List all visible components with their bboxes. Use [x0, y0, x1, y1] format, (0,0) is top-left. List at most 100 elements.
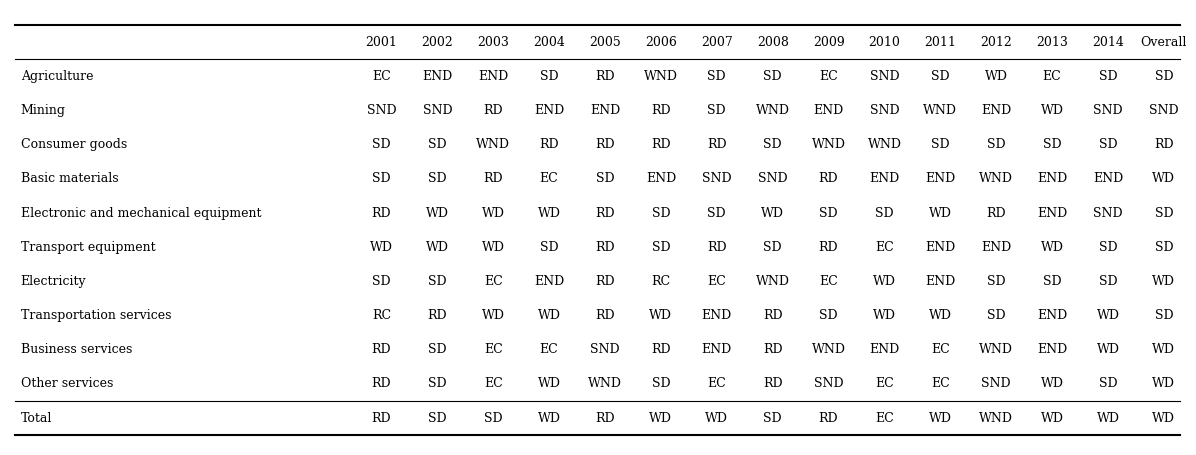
Text: WD: WD — [1041, 104, 1063, 117]
Text: SD: SD — [1099, 377, 1117, 390]
Text: Business services: Business services — [20, 343, 132, 356]
Text: END: END — [813, 104, 843, 117]
Text: RD: RD — [987, 207, 1006, 220]
Text: WND: WND — [923, 104, 957, 117]
Text: WD: WD — [1097, 309, 1119, 322]
Text: WD: WD — [1097, 412, 1119, 425]
Text: SND: SND — [758, 172, 787, 186]
Text: WND: WND — [756, 104, 789, 117]
Text: RD: RD — [763, 343, 782, 356]
Text: SD: SD — [484, 412, 502, 425]
Text: Agriculture: Agriculture — [20, 70, 93, 83]
Text: SND: SND — [869, 104, 899, 117]
Text: END: END — [1093, 172, 1123, 186]
Text: RD: RD — [372, 343, 391, 356]
Text: EC: EC — [875, 412, 893, 425]
Text: WD: WD — [649, 412, 672, 425]
Text: EC: EC — [819, 70, 838, 83]
Text: EC: EC — [875, 377, 893, 390]
Text: WD: WD — [761, 207, 785, 220]
Text: WD: WD — [929, 412, 952, 425]
Text: END: END — [535, 104, 565, 117]
Text: RD: RD — [819, 412, 838, 425]
Text: RC: RC — [372, 309, 391, 322]
Text: Transport equipment: Transport equipment — [20, 241, 155, 254]
Text: WND: WND — [643, 70, 678, 83]
Text: RD: RD — [596, 207, 615, 220]
Text: SD: SD — [652, 241, 670, 254]
Text: EC: EC — [539, 172, 559, 186]
Text: EC: EC — [372, 70, 391, 83]
Text: END: END — [422, 70, 452, 83]
Text: SD: SD — [1099, 275, 1117, 288]
Text: Basic materials: Basic materials — [20, 172, 118, 186]
Text: SD: SD — [930, 70, 950, 83]
Text: SD: SD — [1099, 138, 1117, 152]
Text: EC: EC — [484, 275, 502, 288]
Text: SND: SND — [869, 70, 899, 83]
Text: EC: EC — [707, 377, 726, 390]
Text: SD: SD — [1043, 275, 1061, 288]
Text: END: END — [869, 343, 899, 356]
Text: SD: SD — [763, 241, 782, 254]
Text: 2011: 2011 — [925, 36, 957, 49]
Text: SD: SD — [652, 377, 670, 390]
Text: RD: RD — [372, 377, 391, 390]
Text: END: END — [478, 70, 508, 83]
Text: SND: SND — [982, 377, 1011, 390]
Text: EC: EC — [819, 275, 838, 288]
Text: RD: RD — [651, 104, 671, 117]
Text: EC: EC — [875, 241, 893, 254]
Text: END: END — [869, 172, 899, 186]
Text: 2007: 2007 — [701, 36, 733, 49]
Text: RD: RD — [372, 207, 391, 220]
Text: RD: RD — [763, 309, 782, 322]
Text: SD: SD — [652, 207, 670, 220]
Text: SD: SD — [428, 172, 446, 186]
Text: Total: Total — [20, 412, 51, 425]
Text: EC: EC — [1043, 70, 1062, 83]
Text: RD: RD — [651, 343, 671, 356]
Text: SND: SND — [1149, 104, 1179, 117]
Text: WD: WD — [538, 309, 561, 322]
Text: WD: WD — [482, 309, 505, 322]
Text: END: END — [981, 241, 1012, 254]
Text: SND: SND — [813, 377, 843, 390]
Text: END: END — [926, 172, 956, 186]
Text: WD: WD — [1097, 343, 1119, 356]
Text: RD: RD — [651, 138, 671, 152]
Text: SD: SD — [428, 275, 446, 288]
Text: RD: RD — [819, 241, 838, 254]
Text: END: END — [590, 104, 621, 117]
Text: RD: RD — [596, 138, 615, 152]
Text: END: END — [1037, 343, 1067, 356]
Text: WND: WND — [812, 343, 846, 356]
Text: SD: SD — [987, 275, 1006, 288]
Text: WD: WD — [538, 412, 561, 425]
Text: WD: WD — [1153, 343, 1176, 356]
Text: SD: SD — [708, 207, 726, 220]
Text: 2010: 2010 — [868, 36, 901, 49]
Text: Overall: Overall — [1141, 36, 1188, 49]
Text: Consumer goods: Consumer goods — [20, 138, 127, 152]
Text: RD: RD — [596, 70, 615, 83]
Text: SD: SD — [428, 412, 446, 425]
Text: SD: SD — [987, 309, 1006, 322]
Text: Other services: Other services — [20, 377, 112, 390]
Text: SD: SD — [428, 138, 446, 152]
Text: RD: RD — [707, 138, 727, 152]
Text: Electricity: Electricity — [20, 275, 86, 288]
Text: SD: SD — [1099, 241, 1117, 254]
Text: WD: WD — [649, 309, 672, 322]
Text: WD: WD — [482, 207, 505, 220]
Text: WD: WD — [538, 377, 561, 390]
Text: WND: WND — [980, 343, 1013, 356]
Text: RD: RD — [596, 241, 615, 254]
Text: END: END — [926, 241, 956, 254]
Text: END: END — [1037, 207, 1067, 220]
Text: EC: EC — [539, 343, 559, 356]
Text: Electronic and mechanical equipment: Electronic and mechanical equipment — [20, 207, 261, 220]
Text: SD: SD — [819, 207, 838, 220]
Text: END: END — [981, 104, 1012, 117]
Text: EC: EC — [930, 343, 950, 356]
